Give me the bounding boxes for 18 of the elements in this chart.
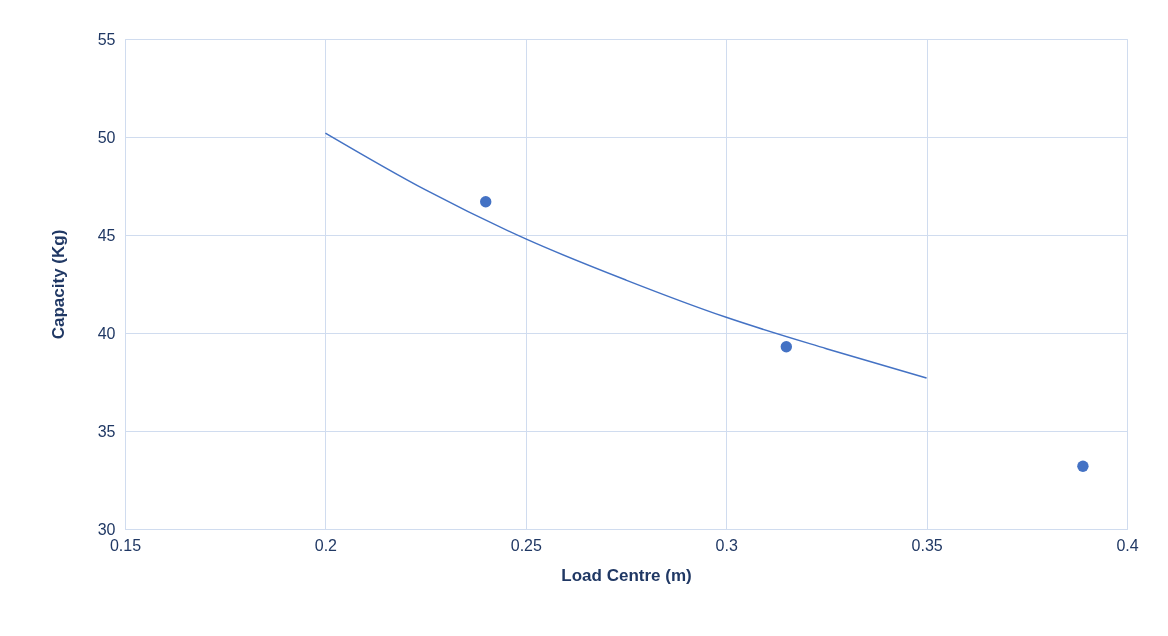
y-tick-label: 30 xyxy=(97,520,116,538)
x-tick-label: 0.35 xyxy=(911,536,943,554)
y-axis-title: Capacity (Kg) xyxy=(48,229,68,340)
x-tick-label: 0.15 xyxy=(109,536,142,554)
x-axis-title: Load Centre (m) xyxy=(561,565,692,585)
y-tick-label: 55 xyxy=(97,30,116,48)
y-tick-label: 50 xyxy=(97,128,116,146)
y-tick-label: 45 xyxy=(97,226,116,244)
x-tick-label: 0.25 xyxy=(510,536,542,554)
point xyxy=(1077,460,1089,472)
y-tick-label: 35 xyxy=(97,422,116,440)
x-tick-label: 0.4 xyxy=(1116,536,1139,554)
point xyxy=(480,195,492,208)
line-series xyxy=(324,132,928,379)
y-tick-label: 40 xyxy=(97,324,116,342)
point xyxy=(780,341,793,353)
x-tick-label: 0.2 xyxy=(314,536,338,554)
x-tick-label: 0.3 xyxy=(715,536,738,554)
